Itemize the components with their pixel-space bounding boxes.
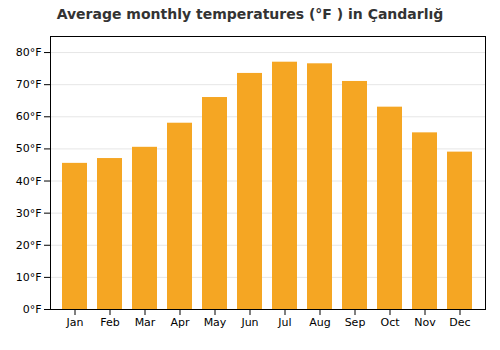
svg-text:60°F: 60°F [16,110,42,123]
svg-text:Feb: Feb [100,316,119,329]
svg-text:70°F: 70°F [16,78,42,91]
svg-text:Oct: Oct [380,316,400,329]
svg-text:30°F: 30°F [16,207,42,220]
svg-text:Jun: Jun [240,316,258,329]
svg-text:50°F: 50°F [16,142,42,155]
svg-text:Aug: Aug [309,316,330,329]
svg-text:Nov: Nov [414,316,436,329]
svg-text:Jul: Jul [277,316,291,329]
svg-text:20°F: 20°F [16,239,42,252]
svg-text:Jan: Jan [66,316,84,329]
svg-text:40°F: 40°F [16,175,42,188]
svg-text:80°F: 80°F [16,46,42,59]
svg-text:Dec: Dec [449,316,470,329]
svg-text:Mar: Mar [135,316,156,329]
svg-text:0°F: 0°F [23,303,42,316]
svg-text:May: May [204,316,227,329]
html-text:Average monthly temperatures (: Average monthly temperatures (°F ) in Ça… [56,6,444,22]
svg-text:Apr: Apr [170,316,190,329]
svg-text:Sep: Sep [345,316,366,329]
svg-text:10°F: 10°F [16,271,42,284]
